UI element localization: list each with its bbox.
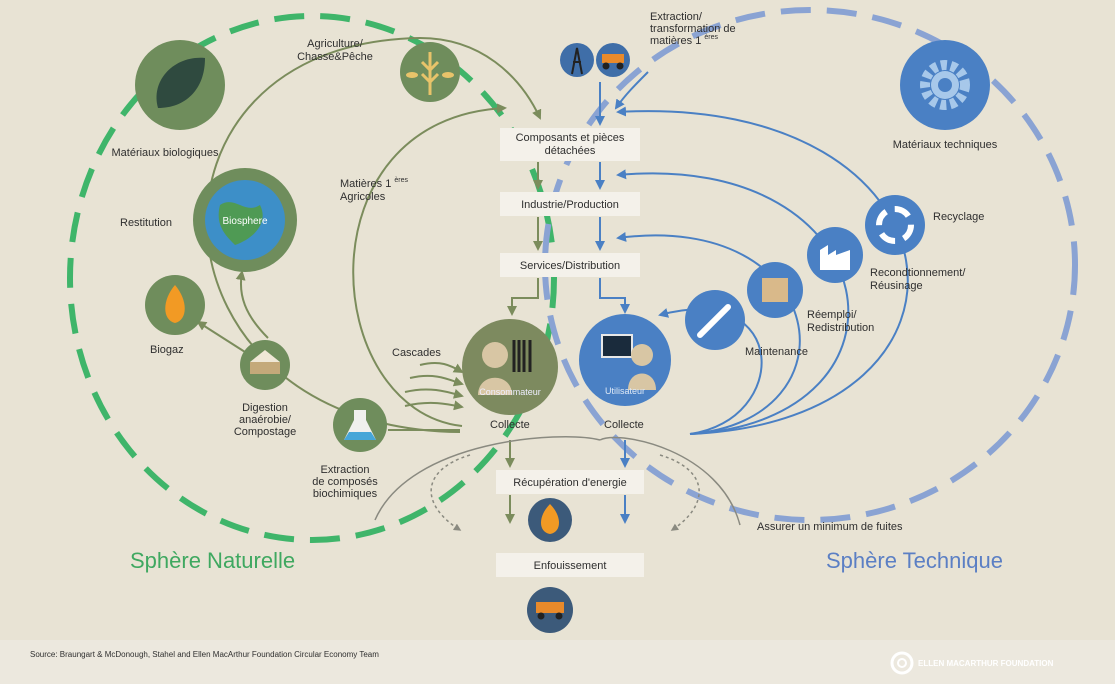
node-label: Matériaux biologiques <box>111 147 219 159</box>
label-line: anaérobie/ <box>239 414 292 426</box>
icon-label: Consommateur <box>479 387 541 397</box>
icon-label: Biosphere <box>222 216 267 227</box>
node-label: Cascades <box>392 347 441 359</box>
label-line: Extraction/ <box>650 11 703 23</box>
label-line: transformation de <box>650 23 736 35</box>
flow-label: Services/Distribution <box>520 260 620 272</box>
flow-line: Composants et pièces <box>516 132 625 144</box>
node-label: Collecte <box>490 419 530 431</box>
body: Composants et piècesdétachées Industrie/… <box>0 0 1115 684</box>
label-line: Recondtionnement/ <box>870 267 966 279</box>
label-line: Compostage <box>234 426 296 438</box>
label-line: Digestion <box>242 402 288 414</box>
source: Source: Braungart & McDonough, Stahel an… <box>30 650 379 659</box>
flow-label: Récupération d'energie <box>513 477 626 489</box>
label-line: Chasse&Pêche <box>297 51 373 63</box>
node-label: Restitution <box>120 217 172 229</box>
label-line: Matières 1 <box>340 178 391 190</box>
label-line: Réusinage <box>870 280 923 292</box>
page: Circular Economy { "natural": { "title":… <box>0 0 1115 684</box>
label-line: biochimiques <box>313 488 378 500</box>
label-line: Agriculture/ <box>307 38 364 50</box>
node-label: Maintenance <box>745 346 808 358</box>
leakage-label: Assurer un minimum de fuites <box>757 521 903 533</box>
node-label: Matériaux techniques <box>893 139 998 151</box>
label-line: Agricoles <box>340 191 386 203</box>
icon-label: Utilisateur <box>605 386 645 396</box>
label-sup: ères <box>704 34 718 41</box>
label-line: matières 1 <box>650 35 701 47</box>
label-sup: ères <box>394 177 408 184</box>
node-label: Collecte <box>604 419 644 431</box>
sphere-title: Sphère Technique <box>826 548 1003 573</box>
node-label: Biogaz <box>150 344 184 356</box>
node-label: Agriculture/Chasse&Pêche <box>297 38 373 63</box>
flow-line: détachées <box>545 145 596 157</box>
label-line: Redistribution <box>807 322 874 334</box>
node-label: Recyclage <box>933 211 984 223</box>
label-line: de composés <box>312 476 378 488</box>
sphere-title: Sphère Naturelle <box>130 548 295 573</box>
logo-text: ELLEN MACARTHUR FOUNDATION <box>918 659 1054 668</box>
flow-label: Industrie/Production <box>521 199 619 211</box>
flow-label: Enfouissement <box>534 560 607 572</box>
label-line: Extraction <box>321 464 370 476</box>
label-line: Réemploi/ <box>807 309 857 321</box>
diagram: Composants et piècesdétachées Industrie/… <box>0 0 1115 684</box>
